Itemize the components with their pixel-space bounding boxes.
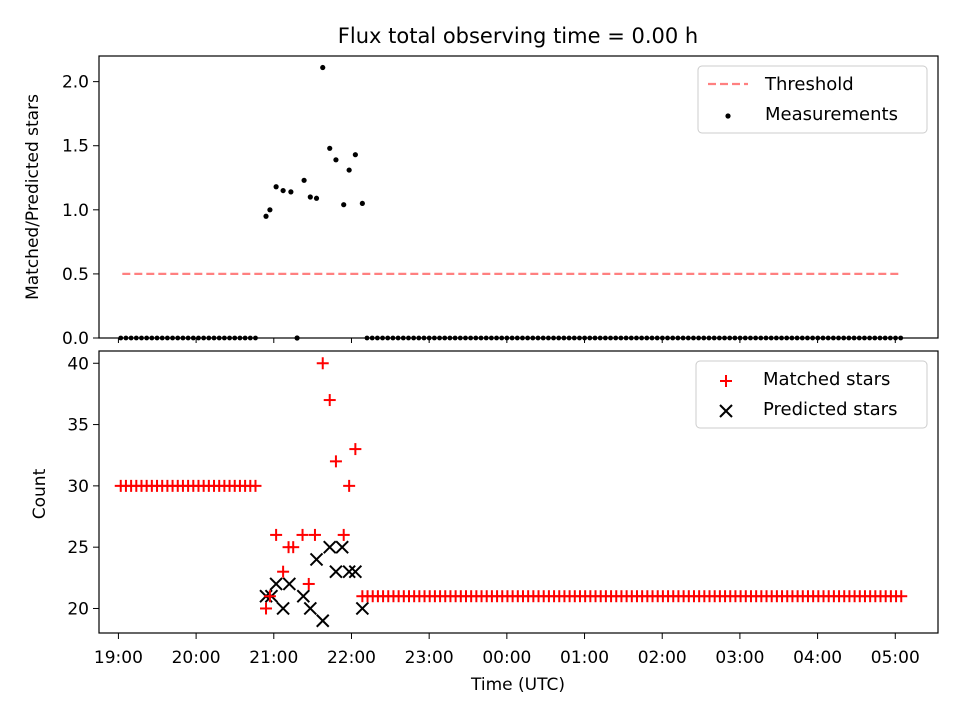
bottom-x-tick-label: 04:00 <box>793 648 842 668</box>
predicted-star-marker <box>342 564 356 579</box>
bottom-x-tick-label: 02:00 <box>638 648 687 668</box>
legend-matched-swatch <box>720 375 732 387</box>
top-legend: Threshold Measurements <box>697 65 928 134</box>
bottom-axes-frame <box>98 350 939 634</box>
matched-star-marker <box>329 455 342 468</box>
measurement-point <box>267 207 273 213</box>
measurement-point <box>341 202 347 208</box>
bottom-legend-box <box>695 360 928 429</box>
legend-predicted-label: Predicted stars <box>763 399 897 420</box>
matched-star-marker <box>249 479 262 492</box>
predicted-star-marker <box>282 577 297 591</box>
measurement-point <box>327 145 333 151</box>
bottom-y-tick-label: 35 <box>67 416 89 436</box>
matched-star-marker <box>895 590 908 603</box>
measurement-point <box>346 167 352 173</box>
matched-star-marker <box>270 528 283 541</box>
measurement-point <box>352 152 358 158</box>
bottom-axes: Count Time (UTC) 20 25 30 35 40 19:00 20:00 21… <box>30 350 939 695</box>
measurement-point <box>273 184 279 190</box>
bottom-x-tick-label: 01:00 <box>560 648 609 668</box>
matched-star-marker <box>349 443 362 456</box>
bottom-y-tick-label: 30 <box>67 477 89 497</box>
predicted-star-marker <box>355 601 370 616</box>
bottom-x-ticks: 19:00 20:00 21:00 22:00 23:00 00:00 01:00 02:00… <box>94 633 920 668</box>
top-y-tick-label: 2.0 <box>62 73 89 93</box>
chart-title: Flux total observing time = 0.00 h <box>338 24 698 48</box>
bottom-x-tick-label: 03:00 <box>715 648 764 668</box>
bottom-x-tick-label: 05:00 <box>871 648 920 668</box>
measurement-point <box>359 200 365 207</box>
top-y-tick-label: 1.0 <box>62 201 89 221</box>
predicted-star-marker <box>348 564 363 579</box>
bottom-x-tick-label: 21:00 <box>249 648 298 668</box>
bottom-x-tick-label: 20:00 <box>172 648 221 668</box>
bottom-x-tick-label: 00:00 <box>482 648 531 668</box>
predicted-star-marker <box>329 564 343 579</box>
top-y-tick-label: 1.5 <box>62 137 89 157</box>
measurement-point <box>320 64 326 71</box>
matched-star-marker <box>302 577 315 590</box>
matched-star-marker <box>343 479 356 492</box>
legend-predicted-swatch <box>719 404 733 418</box>
bottom-y-tick-label: 40 <box>67 354 89 374</box>
bottom-y-axis-label: Count <box>30 468 50 519</box>
bottom-x-tick-label: 22:00 <box>327 648 376 668</box>
matched-star-marker <box>316 357 329 370</box>
top-legend-box <box>697 65 928 134</box>
bottom-legend: Matched stars Predicted stars <box>695 360 928 429</box>
matched-star-marker <box>323 394 336 407</box>
legend-threshold-label: Threshold <box>764 74 854 95</box>
bottom-x-axis-label: Time (UTC) <box>470 675 565 695</box>
bottom-y-tick-label: 20 <box>67 599 89 619</box>
top-axes-frame <box>98 55 939 339</box>
top-y-axis-label: Matched/Predicted stars <box>23 94 43 300</box>
matched-star-marker <box>308 528 321 541</box>
top-y-tick-label: 0.0 <box>62 329 89 349</box>
matched-star-marker <box>260 602 273 615</box>
predicted-star-marker <box>323 540 337 554</box>
matched-star-marker <box>263 590 276 603</box>
legend-matched-label: Matched stars <box>763 369 890 390</box>
measurement-point <box>313 195 320 201</box>
predicted-star-marker <box>296 589 311 603</box>
legend-measurements-swatch <box>725 113 731 119</box>
predicted-star-marker <box>276 601 290 616</box>
top-y-tick-label: 0.5 <box>62 265 89 285</box>
legend-measurements-label: Measurements <box>765 104 898 125</box>
bottom-x-tick-label: 23:00 <box>405 648 454 668</box>
predicted-star-marker <box>303 601 318 616</box>
predicted-star-marker <box>309 552 324 567</box>
bottom-y-ticks: 20 25 30 35 40 <box>67 354 99 619</box>
matched-star-marker <box>287 541 300 554</box>
matched-star-marker <box>277 565 290 578</box>
measurement-point <box>288 189 294 195</box>
predicted-star-marker <box>335 540 349 554</box>
measurement-point <box>263 213 269 219</box>
measurement-point <box>280 187 286 194</box>
bottom-y-tick-label: 25 <box>67 538 89 558</box>
predicted-star-marker <box>269 577 283 591</box>
predicted-star-marker <box>316 614 330 628</box>
measurement-point <box>333 157 339 163</box>
top-axes: Flux total observing time = 0.00 h Match… <box>23 24 939 349</box>
measurement-point <box>301 177 307 183</box>
matched-star-marker <box>296 528 309 541</box>
bottom-x-tick-label: 19:00 <box>94 648 143 668</box>
matched-star-marker <box>337 528 350 541</box>
bottom-plot-area <box>114 357 908 628</box>
top-y-ticks: 0.0 0.5 1.0 1.5 2.0 <box>62 73 99 349</box>
measurement-point <box>307 194 313 200</box>
